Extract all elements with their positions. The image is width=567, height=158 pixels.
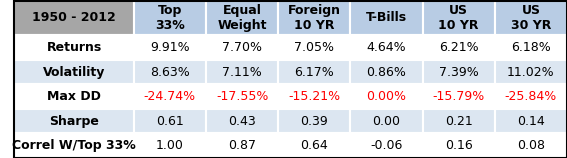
Text: 0.87: 0.87 bbox=[228, 139, 256, 152]
Text: -17.55%: -17.55% bbox=[216, 90, 268, 103]
Text: 0.64: 0.64 bbox=[301, 139, 328, 152]
Text: 0.39: 0.39 bbox=[301, 115, 328, 128]
Bar bbox=[350, 134, 422, 158]
Bar bbox=[350, 1, 422, 35]
Bar bbox=[422, 109, 495, 134]
Bar bbox=[278, 109, 350, 134]
Bar bbox=[134, 109, 206, 134]
Bar bbox=[495, 134, 567, 158]
Bar bbox=[14, 35, 134, 60]
Text: 0.61: 0.61 bbox=[156, 115, 184, 128]
Bar bbox=[350, 109, 422, 134]
Text: -15.21%: -15.21% bbox=[288, 90, 340, 103]
Bar bbox=[14, 1, 134, 35]
Bar bbox=[134, 60, 206, 84]
Text: 0.16: 0.16 bbox=[445, 139, 472, 152]
Text: US
30 YR: US 30 YR bbox=[511, 4, 551, 32]
Text: Sharpe: Sharpe bbox=[49, 115, 99, 128]
Bar bbox=[206, 84, 278, 109]
Bar bbox=[495, 84, 567, 109]
Text: Returns: Returns bbox=[46, 41, 101, 54]
Text: 9.91%: 9.91% bbox=[150, 41, 190, 54]
Text: 0.14: 0.14 bbox=[517, 115, 545, 128]
Bar bbox=[278, 60, 350, 84]
Bar bbox=[350, 35, 422, 60]
Bar bbox=[422, 60, 495, 84]
Bar bbox=[206, 60, 278, 84]
Text: Foreign
10 YR: Foreign 10 YR bbox=[288, 4, 341, 32]
Text: -25.84%: -25.84% bbox=[505, 90, 557, 103]
Bar bbox=[206, 1, 278, 35]
Text: 7.05%: 7.05% bbox=[294, 41, 335, 54]
Text: 7.39%: 7.39% bbox=[439, 66, 479, 79]
Bar bbox=[278, 134, 350, 158]
Text: 8.63%: 8.63% bbox=[150, 66, 190, 79]
Text: -24.74%: -24.74% bbox=[144, 90, 196, 103]
Text: Equal
Weight: Equal Weight bbox=[217, 4, 267, 32]
Bar bbox=[350, 60, 422, 84]
Bar bbox=[14, 60, 134, 84]
Text: 0.21: 0.21 bbox=[445, 115, 472, 128]
Text: T-Bills: T-Bills bbox=[366, 11, 407, 24]
Text: -15.79%: -15.79% bbox=[433, 90, 485, 103]
Bar bbox=[206, 134, 278, 158]
Bar bbox=[422, 84, 495, 109]
Bar bbox=[495, 60, 567, 84]
Bar bbox=[422, 134, 495, 158]
Bar bbox=[134, 1, 206, 35]
Text: 0.00%: 0.00% bbox=[366, 90, 407, 103]
Bar bbox=[350, 84, 422, 109]
Text: 7.11%: 7.11% bbox=[222, 66, 262, 79]
Bar bbox=[495, 1, 567, 35]
Text: Top
33%: Top 33% bbox=[155, 4, 185, 32]
Bar bbox=[422, 35, 495, 60]
Text: 0.08: 0.08 bbox=[517, 139, 545, 152]
Bar bbox=[14, 134, 134, 158]
Bar bbox=[495, 35, 567, 60]
Text: 7.70%: 7.70% bbox=[222, 41, 262, 54]
Text: 6.18%: 6.18% bbox=[511, 41, 551, 54]
Bar bbox=[278, 1, 350, 35]
Bar bbox=[134, 84, 206, 109]
Bar bbox=[278, 84, 350, 109]
Text: 11.02%: 11.02% bbox=[507, 66, 555, 79]
Text: Correl W/Top 33%: Correl W/Top 33% bbox=[12, 139, 136, 152]
Bar bbox=[14, 109, 134, 134]
Bar bbox=[206, 35, 278, 60]
Text: 0.86%: 0.86% bbox=[366, 66, 407, 79]
Bar bbox=[206, 109, 278, 134]
Text: US
10 YR: US 10 YR bbox=[438, 4, 479, 32]
Text: 6.21%: 6.21% bbox=[439, 41, 479, 54]
Text: Volatility: Volatility bbox=[43, 66, 105, 79]
Text: 0.43: 0.43 bbox=[228, 115, 256, 128]
Bar bbox=[134, 134, 206, 158]
Text: -0.06: -0.06 bbox=[370, 139, 403, 152]
Text: 6.17%: 6.17% bbox=[294, 66, 334, 79]
Text: 1950 - 2012: 1950 - 2012 bbox=[32, 11, 116, 24]
Text: 4.64%: 4.64% bbox=[367, 41, 407, 54]
Bar bbox=[495, 109, 567, 134]
Text: 0.00: 0.00 bbox=[373, 115, 400, 128]
Bar bbox=[134, 35, 206, 60]
Text: 1.00: 1.00 bbox=[156, 139, 184, 152]
Bar bbox=[14, 84, 134, 109]
Bar bbox=[422, 1, 495, 35]
Text: Max DD: Max DD bbox=[47, 90, 101, 103]
Bar bbox=[278, 35, 350, 60]
